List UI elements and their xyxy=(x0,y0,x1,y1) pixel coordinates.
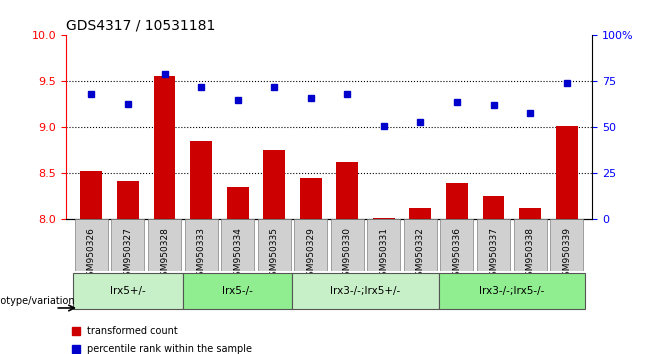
Bar xyxy=(190,141,212,219)
FancyBboxPatch shape xyxy=(73,273,183,309)
FancyBboxPatch shape xyxy=(148,219,181,271)
FancyBboxPatch shape xyxy=(258,219,291,271)
Text: genotype/variation: genotype/variation xyxy=(0,296,75,306)
FancyBboxPatch shape xyxy=(183,273,292,309)
Bar xyxy=(555,126,578,219)
Text: lrx3-/-;lrx5+/-: lrx3-/-;lrx5+/- xyxy=(330,286,401,296)
FancyBboxPatch shape xyxy=(294,219,327,271)
FancyBboxPatch shape xyxy=(111,219,144,271)
FancyBboxPatch shape xyxy=(550,219,583,271)
Bar xyxy=(226,187,249,219)
FancyBboxPatch shape xyxy=(331,219,364,271)
FancyBboxPatch shape xyxy=(477,219,510,271)
Text: GSM950331: GSM950331 xyxy=(379,227,388,282)
Text: GSM950327: GSM950327 xyxy=(124,227,132,282)
FancyBboxPatch shape xyxy=(439,273,585,309)
Bar xyxy=(80,171,103,219)
Text: lrx3-/-;lrx5-/-: lrx3-/-;lrx5-/- xyxy=(479,286,544,296)
Bar xyxy=(373,218,395,219)
Bar xyxy=(300,178,322,219)
FancyBboxPatch shape xyxy=(514,219,547,271)
Text: GSM950328: GSM950328 xyxy=(160,227,169,282)
Bar xyxy=(263,150,285,219)
Text: GSM950335: GSM950335 xyxy=(270,227,279,282)
FancyBboxPatch shape xyxy=(440,219,473,271)
Text: GSM950336: GSM950336 xyxy=(453,227,461,282)
Text: GSM950338: GSM950338 xyxy=(526,227,534,282)
Text: GDS4317 / 10531181: GDS4317 / 10531181 xyxy=(66,19,215,33)
Text: GSM950334: GSM950334 xyxy=(233,227,242,282)
Text: GSM950326: GSM950326 xyxy=(87,227,96,282)
Bar xyxy=(153,76,176,219)
Bar xyxy=(117,181,139,219)
Text: GSM950330: GSM950330 xyxy=(343,227,352,282)
Text: GSM950333: GSM950333 xyxy=(197,227,205,282)
Text: percentile rank within the sample: percentile rank within the sample xyxy=(87,344,252,354)
Bar xyxy=(446,183,468,219)
FancyBboxPatch shape xyxy=(185,219,218,271)
FancyBboxPatch shape xyxy=(404,219,437,271)
Text: GSM950337: GSM950337 xyxy=(489,227,498,282)
Bar xyxy=(409,207,432,219)
FancyBboxPatch shape xyxy=(367,219,400,271)
Text: GSM950332: GSM950332 xyxy=(416,227,425,282)
Bar xyxy=(336,162,358,219)
Text: transformed count: transformed count xyxy=(87,326,178,336)
Text: lrx5+/-: lrx5+/- xyxy=(110,286,146,296)
FancyBboxPatch shape xyxy=(221,219,254,271)
Bar xyxy=(519,209,541,219)
Text: GSM950329: GSM950329 xyxy=(306,227,315,282)
Bar xyxy=(482,195,505,219)
Text: lrx5-/-: lrx5-/- xyxy=(222,286,253,296)
FancyBboxPatch shape xyxy=(292,273,439,309)
FancyBboxPatch shape xyxy=(75,219,108,271)
Text: GSM950339: GSM950339 xyxy=(562,227,571,282)
